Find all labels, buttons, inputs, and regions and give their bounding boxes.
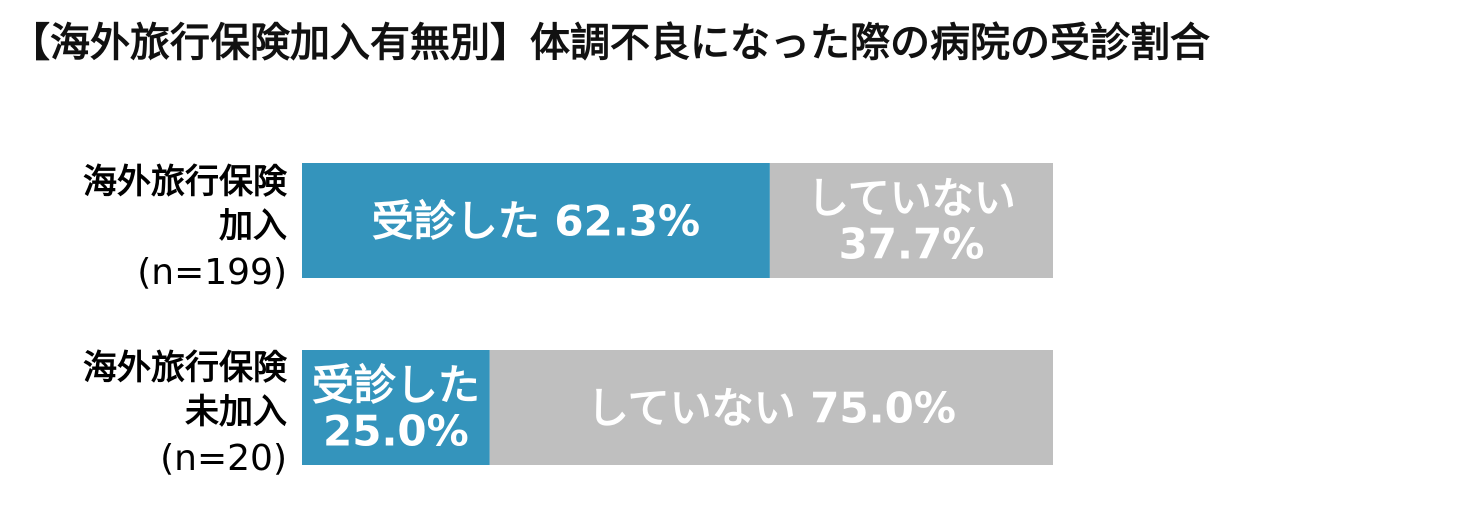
bar-segment-not-visited-0 <box>769 163 1053 278</box>
category-label-insured: 海外旅行保険 加入 (n=199) <box>83 160 287 298</box>
category-label-line2: 未加入 <box>185 392 287 432</box>
chart-title: 【海外旅行保険加入有無別】体調不良になった際の病院の受診割合 <box>10 20 1210 66</box>
category-label-line1: 海外旅行保険 <box>83 162 287 202</box>
category-sample-size: (n=20) <box>160 438 287 479</box>
data-label-not-visited-0: していない 37.7% <box>807 174 1016 269</box>
bar-segment-not-visited-1 <box>489 350 1053 465</box>
bar-segment-visited-1 <box>302 350 490 465</box>
category-label-line1: 海外旅行保険 <box>83 348 287 388</box>
category-label-uninsured: 海外旅行保険 未加入 (n=20) <box>83 346 287 484</box>
bar-segment-visited-0 <box>302 163 770 278</box>
category-sample-size: (n=199) <box>137 252 287 293</box>
data-label-not-visited-1: していない 75.0% <box>587 384 956 433</box>
data-label-visited-0: 受診した 62.3% <box>372 197 700 246</box>
category-label-line2: 加入 <box>219 206 287 246</box>
data-label-visited-1: 受診した 25.0% <box>312 361 480 456</box>
